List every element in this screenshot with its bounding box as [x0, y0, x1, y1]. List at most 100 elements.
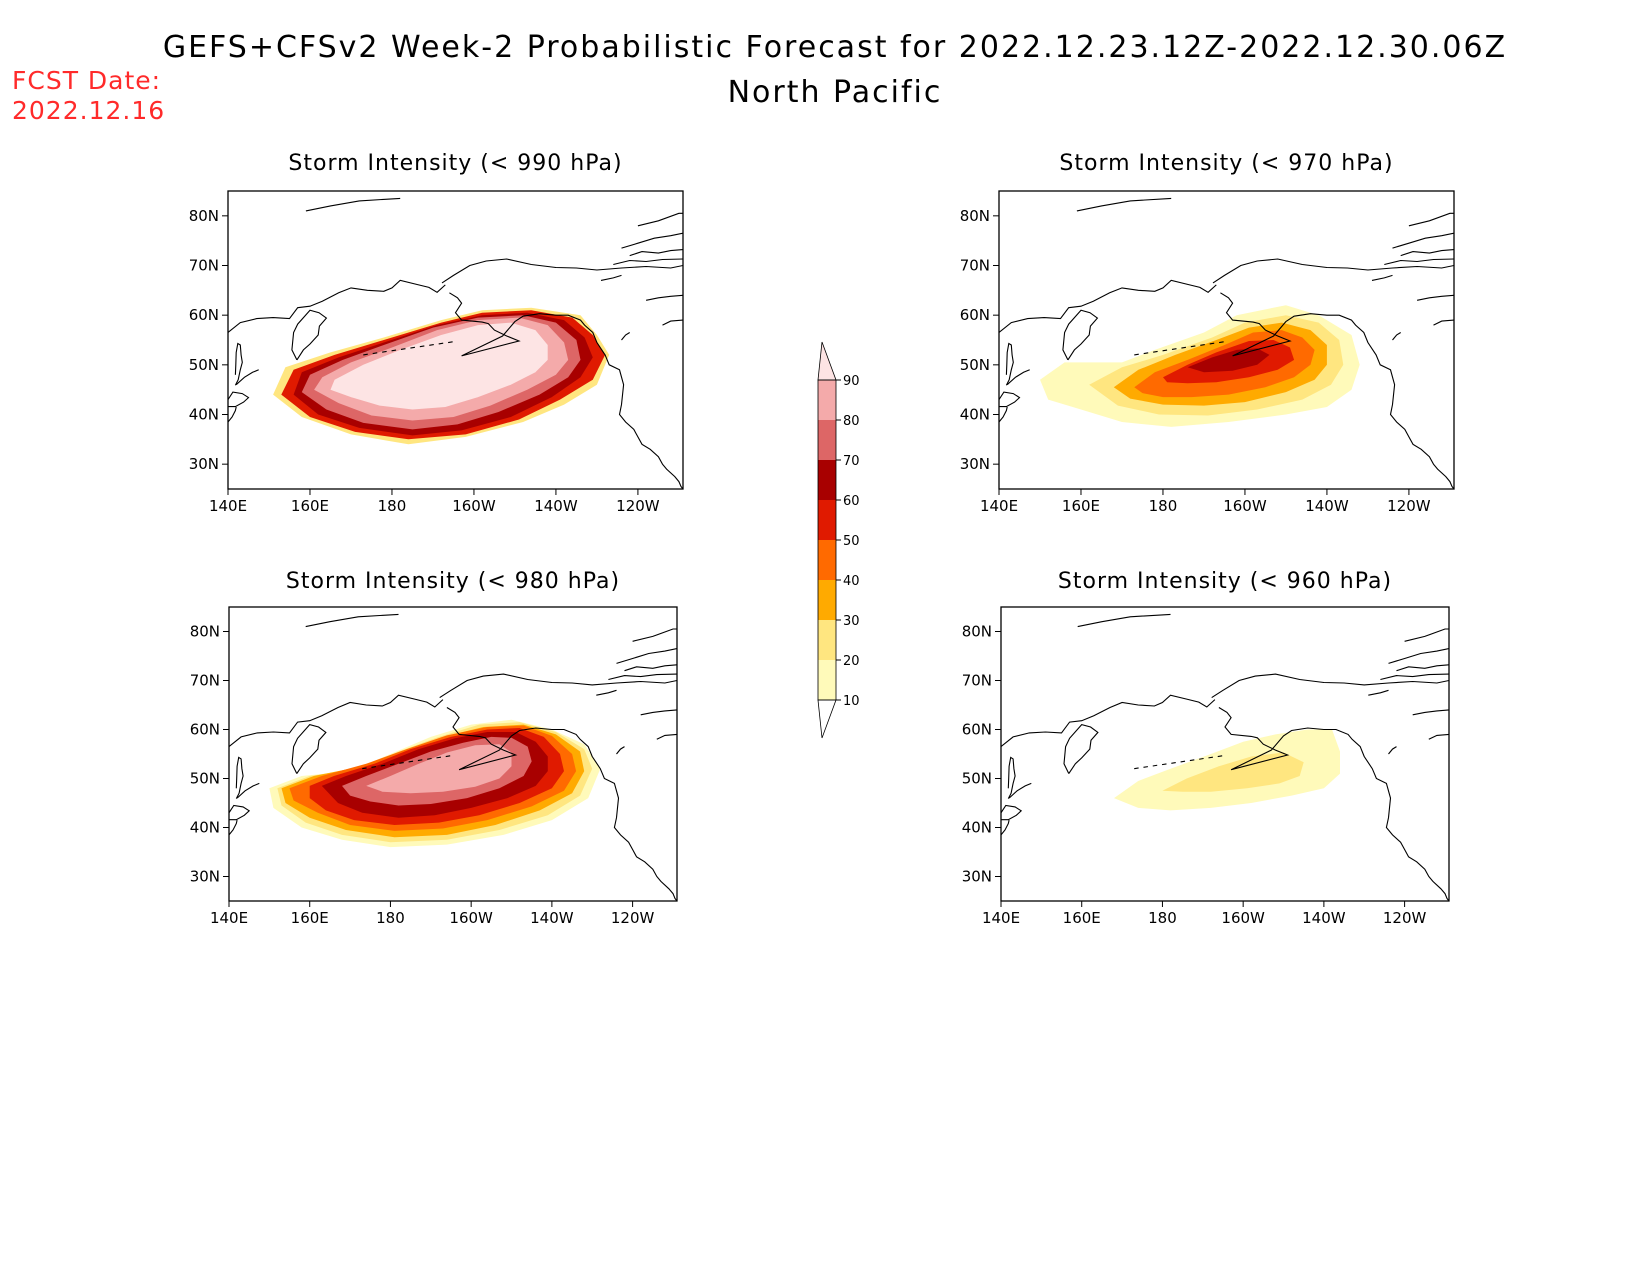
colorbar-segment [818, 620, 836, 660]
aleutian-island [1171, 348, 1177, 350]
coastline-segment [1005, 342, 1014, 386]
lon-tick-label: 120W [1387, 497, 1431, 515]
coastline-segment [632, 628, 677, 642]
coastline-segment [1007, 756, 1016, 799]
aleutian-island [382, 350, 387, 353]
probability-field [269, 719, 601, 848]
coastline-segment [1433, 319, 1454, 326]
map-frame [227, 190, 684, 490]
lat-tick-label: 70N [962, 672, 992, 690]
aleutian-island [1171, 762, 1176, 764]
colorbar-label: 10 [843, 694, 860, 709]
aleutian-island [400, 348, 406, 350]
aleutian-island [380, 764, 386, 767]
coastline-segment [1416, 294, 1454, 301]
colorbar-label: 40 [843, 574, 860, 589]
coastline-segment [1371, 274, 1393, 281]
page-title: GEFS+CFSv2 Week-2 Probabilistic Forecast… [162, 30, 1508, 65]
coastline-segment [1400, 249, 1454, 257]
probability-band-60 [1187, 348, 1270, 373]
coastline-segment [229, 694, 444, 748]
coastline-segment [613, 258, 683, 266]
coastline-segment [235, 756, 244, 799]
lat-tick-label: 40N [189, 406, 219, 424]
coastline-segment [236, 782, 260, 799]
fcst-date-value: 2022.12.16 [12, 96, 166, 125]
lat-tick-label: 70N [189, 257, 219, 275]
aleutian-island [1200, 344, 1205, 346]
colorbar: 10 20 30 40 50 60 70 80 90 [817, 341, 860, 739]
lon-tick-label: 160W [1223, 497, 1267, 515]
coastline-segment [1408, 212, 1454, 227]
coastline-segment [235, 369, 259, 386]
aleutian-island [372, 352, 378, 355]
coastline-segment [1212, 258, 1454, 284]
coastline-segment [1062, 309, 1099, 361]
aleutian-island [1162, 349, 1168, 352]
coastline-segment [637, 212, 683, 227]
coastlines [1001, 613, 1449, 901]
lat-tick-label: 80N [190, 623, 220, 641]
coastline-segment [1063, 723, 1099, 774]
coastline-segment [291, 723, 327, 774]
coastlines [999, 197, 1454, 489]
aleutian-island [410, 346, 416, 349]
colorbar-top-arrow [817, 341, 837, 381]
fcst-date-caption: FCST Date: [12, 66, 162, 95]
aleutian-island [399, 762, 404, 764]
lat-tick-label: 30N [962, 868, 992, 886]
colorbar-segment [818, 580, 836, 620]
coastline-segment [439, 673, 677, 699]
aleutian-island [1209, 342, 1215, 345]
lon-tick-label: 160E [291, 497, 329, 515]
lat-tick-label: 30N [190, 868, 220, 886]
coastline-segment [1220, 292, 1454, 489]
coastline-segment [305, 613, 399, 628]
aleutian-island [1134, 767, 1139, 770]
lon-tick-label: 140E [982, 909, 1020, 927]
map-panel-p990: Storm Intensity (< 990 hPa) 140E 160E 180 16… [189, 151, 684, 515]
colorbar-label: 20 [843, 654, 860, 669]
coastline-segment [1412, 709, 1449, 716]
coastline-segment [596, 689, 617, 696]
coastline-segment [228, 391, 250, 408]
lon-tick-label: 160E [1062, 497, 1100, 515]
coastline-segment [449, 292, 683, 489]
aleutian-island [389, 763, 395, 766]
lat-tick-label: 50N [960, 356, 990, 374]
coastline-segment [1368, 689, 1389, 696]
lat-tick-label: 40N [190, 819, 220, 837]
lon-tick-label: 140E [980, 497, 1018, 515]
coastline-segment [999, 279, 1217, 333]
aleutian-island [1134, 353, 1139, 356]
lat-tick-label: 60N [189, 306, 219, 324]
colorbar-label: 50 [843, 534, 860, 549]
aleutian-island [1152, 764, 1158, 767]
lat-tick-label: 60N [960, 306, 990, 324]
coastline-segment [1404, 628, 1449, 642]
aleutian-island [1199, 757, 1204, 760]
aleutian-island [436, 756, 441, 759]
probability-field [273, 307, 610, 445]
map-frame [228, 606, 678, 902]
colorbar-label: 30 [843, 614, 860, 629]
coastline-segment [608, 673, 677, 681]
coastline-segment [1218, 707, 1449, 901]
aleutian-island [1181, 346, 1187, 349]
coastlines [229, 613, 677, 901]
lon-tick-label: 120W [616, 497, 660, 515]
lon-tick-label: 140W [530, 909, 574, 927]
lon-tick-label: 160E [291, 909, 329, 927]
lon-tick-label: 140E [210, 909, 248, 927]
colorbar-segment [818, 420, 836, 460]
lon-tick-label: 180 [1148, 909, 1177, 927]
coastline-segment [616, 648, 677, 664]
coastline-segment [1384, 258, 1454, 266]
aleutian-island [1217, 755, 1223, 758]
probability-band-90 [330, 322, 548, 410]
coastline-segment [999, 406, 1008, 423]
colorbar-segment [818, 660, 836, 700]
lon-tick-label: 140W [1302, 909, 1346, 927]
coastline-segment [662, 319, 683, 326]
coastline-segment [1001, 804, 1023, 821]
